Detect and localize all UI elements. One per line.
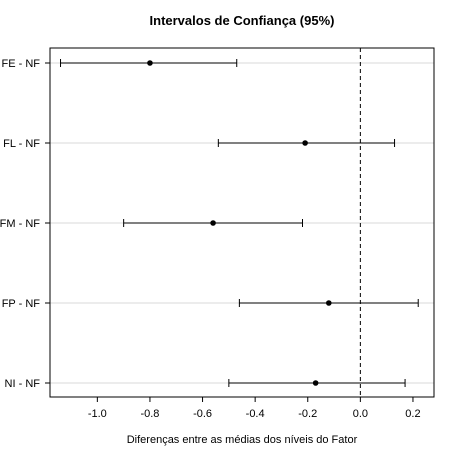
x-tick-label: 0.0	[353, 408, 368, 420]
y-tick-label: FL - NF	[3, 138, 40, 150]
x-axis: -1.0 -0.8 -0.6 -0.4 -0.2 0.0 0.2	[88, 397, 421, 420]
plot-frame	[49, 47, 435, 398]
y-tick-label: NI - NF	[5, 378, 41, 390]
x-tick-label: -0.4	[246, 408, 265, 420]
estimate-point	[325, 300, 332, 306]
estimate-point	[312, 380, 319, 386]
intervals-group	[60, 59, 419, 387]
estimate-point	[302, 140, 308, 146]
y-tick-label: FP - NF	[2, 298, 41, 310]
x-tick-label: -0.6	[193, 408, 212, 420]
y-tick-label: FM - NF	[0, 218, 40, 230]
y-tick-labels: FE - NF FL - NF FM - NF FP - NF NI - NF	[0, 58, 50, 390]
x-axis-label: Diferenças entre as médias dos níveis do…	[127, 434, 358, 446]
y-tick-label: FE - NF	[2, 58, 41, 70]
x-tick-label: -0.8	[140, 408, 159, 420]
x-tick-label: -1.0	[88, 408, 107, 420]
chart-title: Intervalos de Confiança (95%)	[150, 13, 335, 28]
x-tick-label: -0.2	[298, 408, 317, 420]
estimate-point	[147, 60, 153, 66]
x-tick-label: 0.2	[405, 408, 420, 420]
estimate-point	[210, 220, 216, 226]
